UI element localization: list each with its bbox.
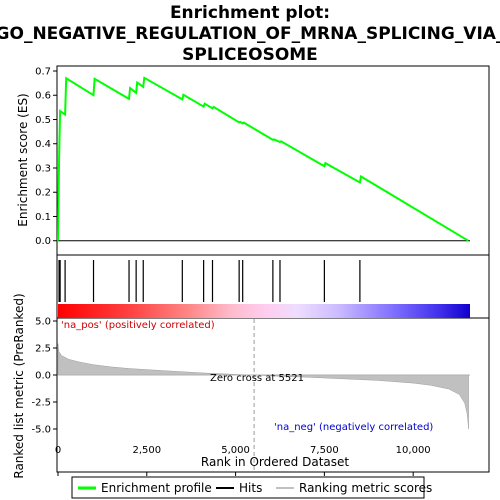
es-y-tick-label: 0.7	[35, 67, 51, 78]
metric-y-axis-label: Ranked list metric (PreRanked)	[12, 293, 26, 478]
legend: Enrichment profile Hits Ranking metric s…	[71, 476, 432, 499]
legend-label-ranking-metric: Ranking metric scores	[299, 481, 432, 495]
es-y-tick-label: 0.6	[35, 91, 51, 102]
x-axis: 0 2,500 5,000 7,500 10,000	[55, 445, 431, 476]
legend-label-hits: Hits	[239, 481, 262, 495]
negative-correlation-label: 'na_neg' (negatively correlated)	[274, 422, 433, 433]
ranking-metric-area	[57, 343, 469, 430]
enrichment-profile-line	[57, 76, 469, 242]
x-tick-label: 5,000	[221, 445, 250, 456]
es-y-axis-ticks: 0.0 0.1 0.2 0.3 0.4 0.5 0.6 0.7	[35, 67, 57, 247]
chart-title-line-3: SPLICEOSOME	[182, 45, 318, 65]
es-y-tick-label: 0.3	[35, 163, 51, 174]
metric-y-tick-label: 2.5	[35, 344, 51, 355]
x-tick-label: 2,500	[132, 445, 161, 456]
es-y-tick-label: 0.2	[35, 188, 51, 199]
x-axis-label: Rank in Ordered Dataset	[201, 455, 349, 469]
es-y-tick-label: 0.0	[35, 236, 51, 247]
es-y-axis-label: Enrichment score (ES)	[16, 93, 30, 226]
positive-correlation-label: 'na_pos' (positively correlated)	[61, 320, 215, 331]
es-y-tick-label: 0.4	[35, 139, 51, 150]
metric-y-tick-label: -5.0	[31, 425, 51, 436]
es-panel: 0.0 0.1 0.2 0.3 0.4 0.5 0.6 0.7	[35, 67, 470, 247]
legend-label-enrichment-profile: Enrichment profile	[101, 481, 212, 495]
es-y-tick-label: 0.1	[35, 212, 51, 223]
chart-title-line-2: GO_NEGATIVE_REGULATION_OF_MRNA_SPLICING_…	[0, 24, 500, 44]
x-tick-label: 10,000	[396, 445, 431, 456]
metric-y-tick-label: 5.0	[35, 317, 51, 328]
metric-y-tick-label: -2.5	[31, 398, 51, 409]
hits-panel	[58, 260, 361, 302]
chart-title-line-1: Enrichment plot:	[170, 3, 330, 23]
x-tick-label: 0	[55, 445, 61, 456]
plot-frame	[56, 65, 490, 473]
zero-cross-label: Zero cross at 5521	[210, 373, 304, 384]
metric-y-axis-ticks: -5.0 -2.5 0.0 2.5 5.0	[31, 317, 57, 436]
rank-heatmap-bar	[58, 304, 470, 318]
metric-panel: -5.0 -2.5 0.0 2.5 5.0	[31, 317, 470, 471]
x-tick-label: 7,500	[310, 445, 339, 456]
es-y-tick-label: 0.5	[35, 115, 51, 126]
metric-y-tick-label: 0.0	[35, 371, 51, 382]
legend-box	[71, 476, 425, 499]
